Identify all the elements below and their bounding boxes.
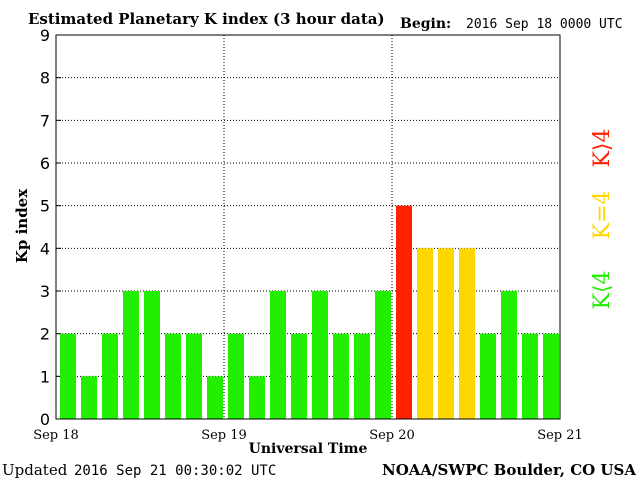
kp-bar	[102, 333, 118, 419]
kp-bar	[501, 291, 517, 419]
plot-area: 0 1 2 3 4 5 6 7 8 9 Sep 18 Sep 19 Sep 20 Sep 21	[33, 26, 583, 443]
x-tick-label: Sep 21	[537, 428, 583, 443]
y-tick-label: 7	[40, 111, 50, 130]
x-tick-label: Sep 20	[369, 428, 415, 443]
x-tick-label: Sep 18	[33, 428, 79, 443]
updated-value: 2016 Sep 21 00:30:02 UTC	[74, 463, 276, 479]
kp-bar	[375, 291, 391, 419]
updated-label: Updated	[2, 461, 68, 479]
kp-bar	[228, 333, 244, 419]
kp-bar	[417, 248, 433, 419]
kp-bar	[144, 291, 160, 419]
kp-bar	[396, 205, 412, 419]
kp-bar	[123, 291, 139, 419]
kp-bar	[291, 333, 307, 419]
kp-bar	[333, 333, 349, 419]
kp-bar	[81, 376, 97, 419]
legend-low: K⟨4	[590, 270, 615, 309]
legend-mid: K=4	[590, 191, 615, 240]
begin-label: Begin:	[400, 16, 451, 32]
y-tick-label: 6	[40, 154, 50, 173]
credit-text: NOAA/SWPC Boulder, CO USA	[382, 461, 636, 479]
y-tick-label: 8	[40, 69, 50, 88]
kp-bar	[543, 333, 559, 419]
y-tick-label: 3	[40, 282, 50, 301]
legend-high: K⟩4	[590, 128, 615, 167]
kp-bar	[459, 248, 475, 419]
kp-bar	[207, 376, 223, 419]
y-tick-label: 0	[40, 410, 50, 429]
plot-frame	[55, 34, 561, 420]
y-tick-label: 1	[40, 367, 50, 386]
kp-bar	[270, 291, 286, 419]
y-tick-label: 4	[40, 239, 50, 258]
kp-bar	[186, 333, 202, 419]
y-tick-label: 2	[40, 325, 50, 344]
kp-bar	[60, 333, 76, 419]
x-axis-label: Universal Time	[249, 441, 368, 457]
kp-bar	[438, 248, 454, 419]
begin-value: 2016 Sep 18 0000 UTC	[466, 17, 623, 32]
y-axis-label: Kp index	[13, 188, 31, 263]
kp-bar	[249, 376, 265, 419]
x-tick-label: Sep 19	[201, 428, 247, 443]
kp-bar	[354, 333, 370, 419]
kp-bar	[522, 333, 538, 419]
chart-title: Estimated Planetary K index (3 hour data…	[28, 10, 385, 28]
kp-bar	[165, 333, 181, 419]
kp-bar	[312, 291, 328, 419]
kp-bar	[480, 333, 496, 419]
y-tick-label: 9	[40, 26, 50, 45]
y-tick-label: 5	[40, 197, 50, 216]
